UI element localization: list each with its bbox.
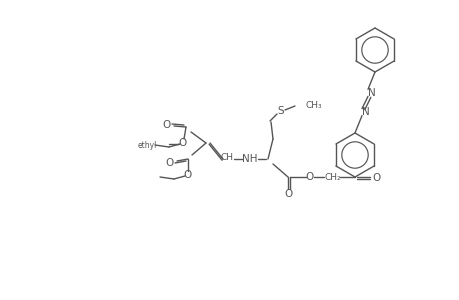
Text: O: O	[305, 172, 313, 182]
Text: N: N	[367, 88, 375, 98]
Text: CH: CH	[220, 154, 233, 163]
Text: O: O	[166, 158, 174, 168]
Text: O: O	[179, 138, 187, 148]
Text: S: S	[277, 106, 284, 116]
Text: CH₂: CH₂	[324, 172, 341, 182]
Text: O: O	[184, 170, 192, 180]
Text: O: O	[284, 189, 292, 199]
Text: O: O	[162, 120, 171, 130]
Text: N: N	[361, 106, 369, 117]
Text: NH: NH	[242, 154, 257, 164]
Text: ethyl: ethyl	[137, 140, 157, 149]
Text: O: O	[372, 173, 381, 183]
Text: CH₃: CH₃	[305, 101, 322, 110]
